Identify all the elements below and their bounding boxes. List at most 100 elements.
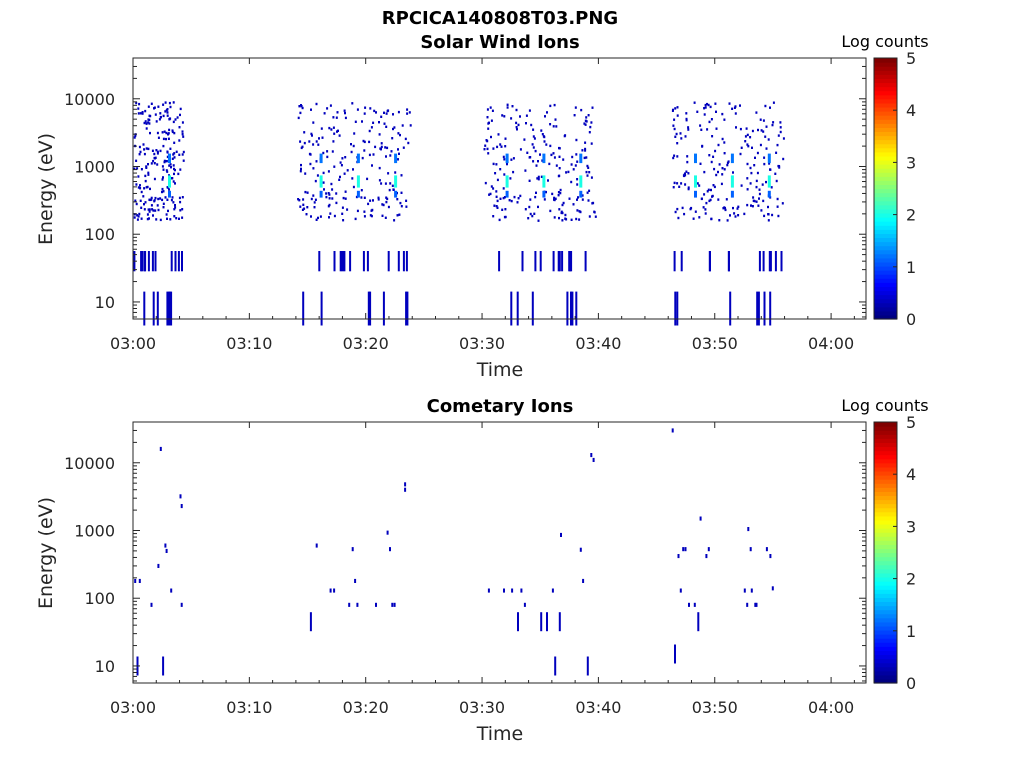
count-cell — [769, 106, 771, 109]
count-cell — [584, 147, 587, 151]
count-cell — [322, 151, 325, 155]
count-cell — [510, 117, 513, 120]
count-cell — [165, 137, 167, 141]
count-cell — [397, 148, 399, 151]
count-cell — [502, 155, 505, 159]
count-cell — [539, 153, 541, 156]
count-cell — [694, 153, 697, 164]
colorbar-segment — [874, 499, 897, 505]
count-cell — [703, 107, 706, 110]
count-cell — [746, 143, 749, 146]
colorbar-segment — [874, 523, 897, 529]
count-cell — [134, 134, 137, 138]
count-cell — [172, 201, 175, 204]
colorbar-segment — [874, 286, 897, 292]
count-cell — [391, 602, 394, 607]
count-cell — [154, 209, 157, 212]
colorbar-segment — [874, 503, 897, 509]
count-cell — [397, 158, 399, 161]
count-cell — [369, 214, 372, 217]
count-cell — [161, 165, 164, 168]
count-cell — [521, 251, 524, 272]
count-cell — [726, 219, 729, 222]
count-cell — [576, 198, 578, 201]
count-cell — [136, 218, 139, 221]
count-cell — [360, 196, 363, 199]
count-cell — [549, 123, 552, 126]
count-cell — [682, 547, 685, 552]
count-cell — [579, 153, 583, 164]
count-cell — [298, 105, 301, 108]
count-cell — [138, 578, 141, 583]
count-cell — [529, 156, 532, 159]
count-cell — [534, 251, 537, 272]
count-cell — [387, 172, 390, 175]
count-cell — [179, 209, 182, 212]
count-cell — [703, 193, 706, 196]
count-cell — [390, 150, 393, 153]
colorbar-segment — [874, 458, 897, 464]
count-cell — [134, 199, 137, 202]
count-cell — [362, 139, 365, 143]
count-cell — [153, 152, 156, 156]
count-cell — [715, 110, 717, 113]
colorbar-segment — [874, 217, 897, 222]
count-cell — [300, 163, 302, 167]
colorbar-segment — [874, 143, 897, 149]
count-cell — [765, 147, 768, 150]
count-cell — [165, 160, 168, 163]
count-cell — [503, 173, 506, 176]
count-cell — [542, 190, 546, 198]
count-cell — [156, 291, 159, 326]
count-cell — [706, 190, 709, 193]
count-cell — [375, 602, 377, 607]
count-cell — [147, 208, 150, 211]
count-cell — [385, 125, 388, 128]
count-cell — [782, 157, 785, 161]
count-cell — [331, 150, 334, 153]
x-axis-label: Time — [476, 723, 524, 745]
count-cell — [585, 120, 588, 123]
count-cell — [523, 602, 526, 607]
count-cell — [362, 251, 365, 272]
count-cell — [488, 121, 490, 124]
count-cell — [166, 111, 169, 114]
count-cell — [739, 104, 741, 107]
count-cell — [551, 588, 554, 593]
count-cell — [511, 588, 514, 593]
colorbar-segment — [874, 94, 897, 100]
count-cell — [330, 128, 333, 131]
count-cell — [673, 181, 676, 185]
count-cell — [723, 152, 726, 155]
count-cell — [137, 186, 140, 189]
count-cell — [304, 172, 307, 175]
count-cell — [590, 176, 593, 179]
count-cell — [175, 150, 178, 153]
count-cell — [308, 140, 311, 143]
colorbar-segment — [874, 450, 897, 456]
count-cell — [173, 208, 176, 211]
count-cell — [704, 103, 707, 107]
count-cell — [385, 112, 388, 115]
count-cell — [317, 216, 319, 220]
colorbar-segment — [874, 261, 897, 267]
count-cell — [404, 487, 407, 492]
count-cell — [372, 153, 375, 156]
count-cell — [169, 147, 172, 150]
count-cell — [767, 219, 770, 222]
count-cell — [528, 179, 531, 182]
count-cell — [344, 156, 347, 159]
x-tick-label: 03:30 — [459, 698, 505, 717]
count-cell — [166, 186, 169, 189]
count-cell — [698, 184, 701, 187]
count-cell — [555, 164, 558, 167]
count-cell — [139, 150, 142, 154]
count-cell — [377, 198, 380, 201]
count-cell — [299, 170, 302, 173]
count-cell — [564, 213, 567, 217]
count-cell — [495, 190, 498, 193]
count-cell — [315, 140, 318, 143]
count-cell — [570, 291, 572, 326]
count-cell — [711, 135, 714, 138]
count-cell — [319, 190, 323, 198]
